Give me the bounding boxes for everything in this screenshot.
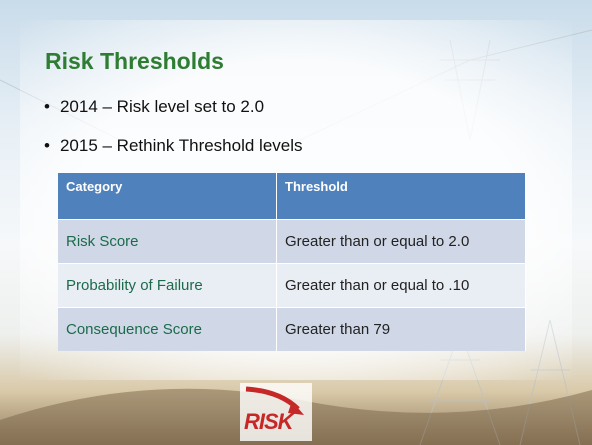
logo-text: RISK	[244, 409, 293, 435]
bullet: 2014 – Risk level set to 2.0	[44, 94, 303, 133]
table-cell: Risk Score	[58, 220, 277, 264]
column-header: Category	[58, 173, 277, 220]
slide-title: Risk Thresholds	[45, 48, 224, 75]
slide: Risk Thresholds 2014 – Risk level set to…	[0, 0, 592, 445]
table-cell: Greater than 79	[277, 308, 526, 352]
table-cell: Probability of Failure	[58, 264, 277, 308]
table-cell: Greater than or equal to .10	[277, 264, 526, 308]
column-header: Threshold	[277, 173, 526, 220]
table-cell: Greater than or equal to 2.0	[277, 220, 526, 264]
table-cell: Consequence Score	[58, 308, 277, 352]
bullet-list: 2014 – Risk level set to 2.0 2015 – Reth…	[44, 94, 303, 172]
bullet: 2015 – Rethink Threshold levels	[44, 133, 303, 172]
